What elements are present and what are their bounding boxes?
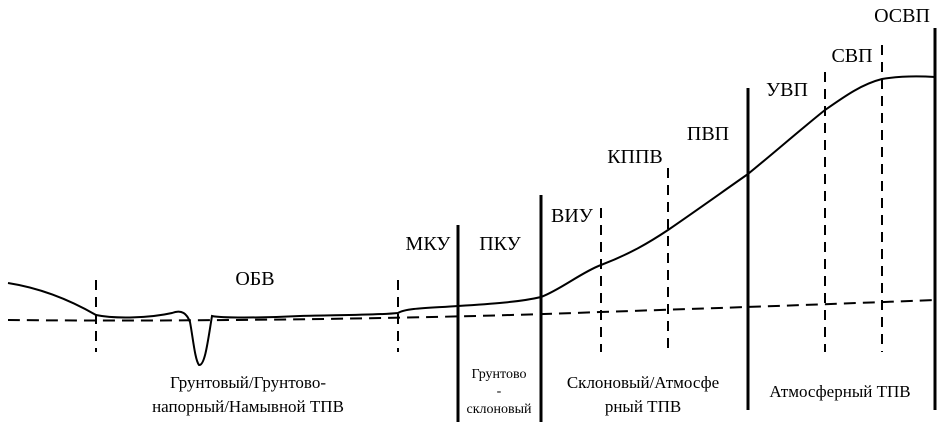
reference-dashed-line	[7, 299, 936, 322]
zone-label-mku: МКУ	[406, 233, 452, 255]
zone-label-viu: ВИУ	[551, 205, 594, 227]
zone-label-uvp: УВП	[766, 79, 808, 101]
type-label-atmospheric: Атмосферный ТПВ	[769, 382, 910, 401]
type-label-slope-ground-line1: Грунтово	[472, 367, 527, 382]
type-label-slope-atm-line2: рный ТПВ	[605, 397, 681, 416]
zone-label-kppv: КППВ	[607, 146, 663, 168]
type-label-ground-line2: напорный/Намывной ТПВ	[152, 397, 344, 416]
zone-label-pvp: ПВП	[687, 123, 729, 145]
type-label-slope-atm-line1: Склоновый/Атмосфе	[567, 373, 719, 392]
terrain-profile-curve	[7, 75, 936, 366]
zone-label-obv: ОБВ	[235, 268, 274, 290]
type-label-slope-ground-line3: склоновый	[466, 402, 532, 417]
zone-label-pku: ПКУ	[479, 233, 521, 255]
zone-label-osvp: ОСВП	[874, 5, 930, 27]
type-label-ground-line1: Грунтовый/Грунтово-	[170, 373, 326, 392]
zone-label-svp: СВП	[831, 45, 872, 67]
type-label-slope-ground-line2: -	[497, 384, 502, 399]
